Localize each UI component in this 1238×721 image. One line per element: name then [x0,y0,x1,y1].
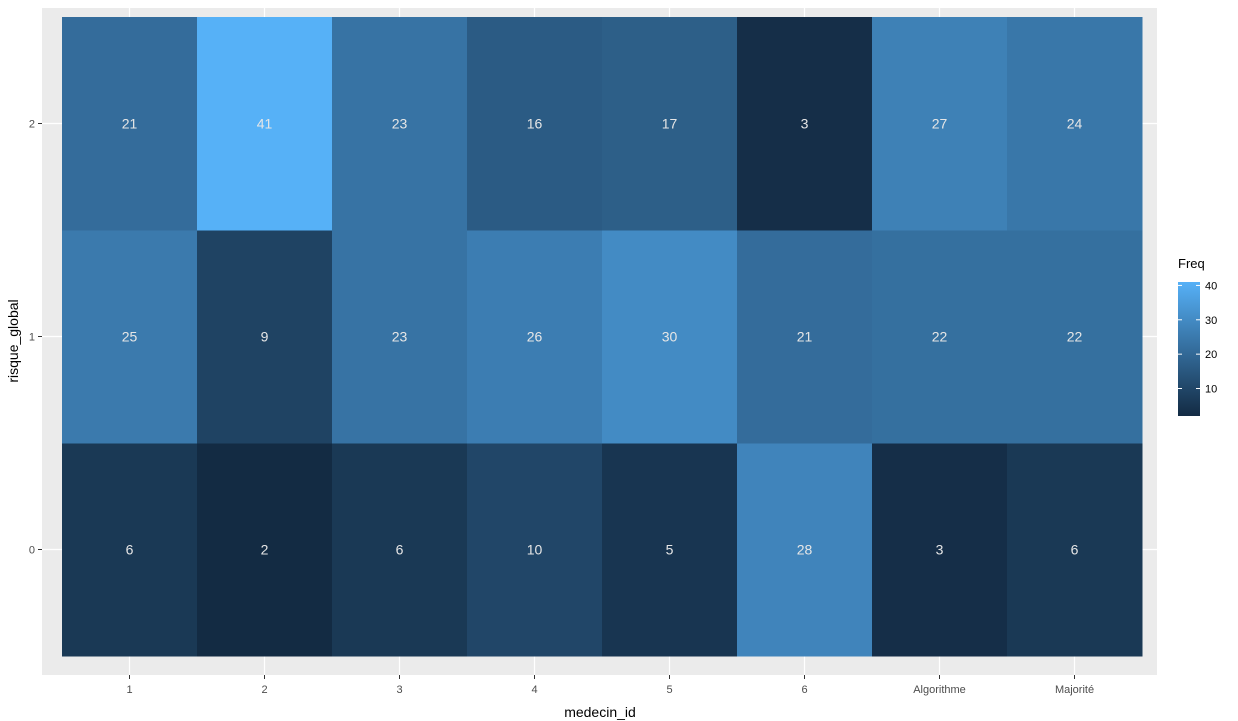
heatmap-tile [737,443,873,657]
legend-tick-label: 10 [1205,384,1217,396]
cell-value-label: 41 [257,116,273,132]
heatmap-tile [332,17,468,231]
x-tick-label: 6 [801,684,807,696]
cell-value-label: 27 [932,116,948,132]
cell-value-label: 17 [662,116,678,132]
cell-value-label: 16 [527,116,543,132]
cell-value-label: 21 [122,116,138,132]
heatmap-tile [467,230,603,444]
y-tick-label: 0 [29,545,35,557]
legend-ticks: 10 20 30 40 [1178,280,1217,396]
x-tick-label: 2 [261,684,267,696]
legend-tick-label: 30 [1205,315,1217,327]
y-tick-label: 1 [29,332,35,344]
cell-value-label: 23 [392,116,408,132]
legend-colorbar [1178,282,1200,416]
heatmap-tile [332,230,468,444]
heatmap-tile [1007,443,1143,657]
heatmap-tile [737,17,873,231]
cell-value-label: 10 [527,542,543,558]
legend-tick-label: 20 [1205,349,1217,361]
cell-value-label: 6 [396,542,404,558]
heatmap-tile [332,443,468,657]
x-axis-title: medecin_id [564,704,636,720]
heatmap-tile [872,230,1008,444]
cell-value-label: 26 [527,329,543,345]
legend-tick-label: 40 [1205,280,1217,292]
cell-value-label: 6 [126,542,134,558]
cell-value-label: 30 [662,329,678,345]
cell-value-label: 25 [122,329,138,345]
heatmap-tile [197,17,333,231]
cell-value-label: 5 [666,542,674,558]
cell-value-label: 6 [1071,542,1079,558]
x-tick-label: 4 [531,684,537,696]
x-tick-label: 5 [666,684,672,696]
cell-value-label: 28 [797,542,813,558]
x-tick-label: 3 [396,684,402,696]
heatmap-tiles [62,17,1143,657]
heatmap-tile [467,443,603,657]
y-tick-label: 2 [29,119,35,131]
y-axis-title: risque_global [5,299,21,382]
legend-title: Freq [1178,256,1205,271]
cell-value-label: 3 [801,116,809,132]
cell-value-label: 24 [1067,116,1083,132]
cell-value-label: 21 [797,329,813,345]
heatmap-tile [62,443,198,657]
cell-value-label: 22 [932,329,948,345]
heatmap-tile [467,17,603,231]
heatmap-tile [197,443,333,657]
cell-value-label: 3 [936,542,944,558]
y-axis: 0 1 2 [29,119,42,557]
x-tick-label: 1 [126,684,132,696]
heatmap-tile [602,230,738,444]
heatmap-tile [1007,17,1143,231]
cell-value-label: 23 [392,329,408,345]
heatmap-tile [872,443,1008,657]
heatmap-tile [62,17,198,231]
heatmap-tile [197,230,333,444]
heatmap-tile [737,230,873,444]
heatmap-tile [602,443,738,657]
heatmap-tile [62,230,198,444]
heatmap-tile [1007,230,1143,444]
cell-value-label: 9 [261,329,269,345]
cell-value-label: 22 [1067,329,1083,345]
x-tick-label: Majorité [1055,684,1094,696]
cell-value-label: 2 [261,542,269,558]
x-tick-label: Algorithme [913,684,966,696]
heatmap-tile [602,17,738,231]
legend: Freq 10 20 30 40 [1178,256,1217,416]
heatmap-tile [872,17,1008,231]
x-axis: 1 2 3 4 5 6 Algorithme Majorité [126,675,1094,696]
